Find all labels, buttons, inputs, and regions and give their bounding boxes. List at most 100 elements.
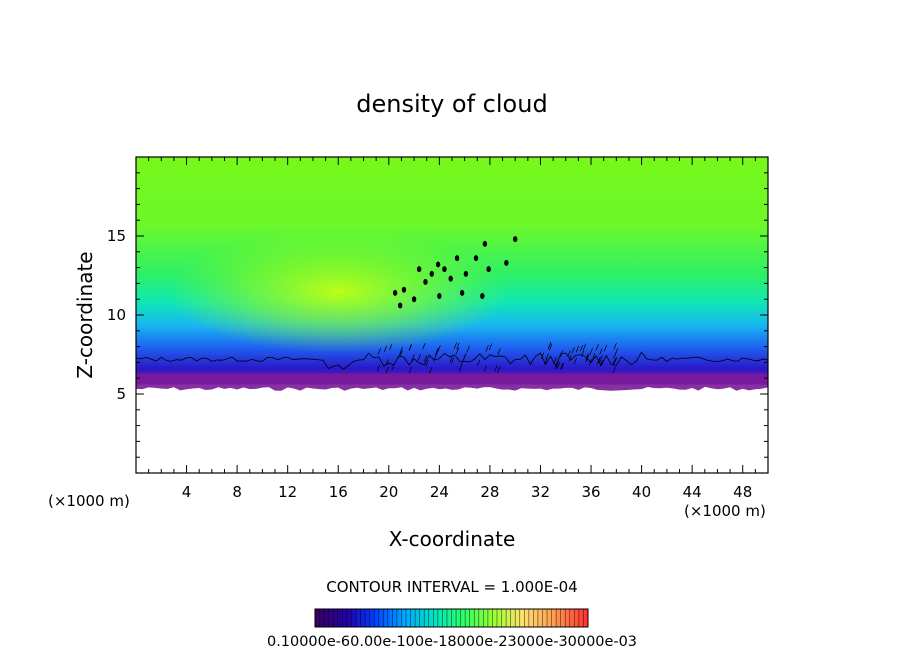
turbulence-contour	[613, 342, 617, 350]
turbulence-contour	[455, 347, 459, 355]
density-field	[136, 157, 768, 391]
x-unit-label-right: (×1000 m)	[684, 502, 766, 520]
x-unit-label-left: (×1000 m)	[48, 492, 130, 510]
turbulence-contour	[417, 353, 421, 361]
x-tick-label: 40	[632, 483, 651, 501]
x-tick-label: 48	[733, 483, 752, 501]
turbulence-contour	[599, 347, 603, 355]
turbulence-contour	[458, 365, 462, 372]
turbulence-contour	[466, 345, 470, 353]
colorbar	[314, 608, 589, 628]
cloud-core	[168, 229, 509, 354]
turbulence-contour	[595, 343, 599, 351]
contour-island	[480, 293, 485, 300]
turbulence-contour	[385, 366, 389, 374]
colorbar-segments	[319, 609, 584, 627]
turbulence-contour	[408, 343, 412, 351]
turbulence-contour	[561, 362, 565, 370]
x-tick-label: 44	[683, 483, 702, 501]
contour-island	[401, 286, 407, 293]
contour-island	[435, 261, 441, 268]
contour-island	[392, 289, 398, 296]
turbulence-contour	[383, 345, 388, 353]
turbulence-contour	[399, 346, 403, 354]
turbulence-contour	[488, 343, 493, 350]
contour-island	[416, 266, 422, 273]
turbulence-contour	[575, 345, 580, 353]
turbulence-contour	[599, 355, 603, 362]
contour-island	[429, 270, 434, 277]
turbulence-contour	[423, 354, 428, 362]
turbulence-contour	[545, 353, 549, 360]
turbulence-contour	[540, 352, 545, 360]
turbulence-contour	[612, 358, 616, 365]
x-tick-label: 8	[232, 483, 242, 501]
turbulence-contour	[586, 354, 590, 361]
colorbar-labels: 0.10000e-60.00e-100e-18000e-23000e-30000…	[267, 634, 637, 650]
turbulence-contour	[588, 359, 593, 366]
turbulence-contour	[399, 349, 403, 357]
contour-interval-text: CONTOUR INTERVAL = 1.000E-04	[326, 578, 577, 596]
turbulence-contour	[582, 343, 587, 351]
contour-island	[486, 266, 491, 273]
turbulence-contour	[599, 359, 604, 367]
turbulence-contour	[581, 350, 585, 357]
turbulence-contour	[435, 349, 439, 356]
turbulence-contour	[449, 355, 453, 363]
turbulence-contour	[596, 358, 600, 365]
x-axis-title: X-coordinate	[389, 527, 516, 551]
x-tick-label: 32	[531, 483, 550, 501]
turbulence-contour	[408, 366, 412, 374]
y-tick-label: 15	[107, 227, 126, 245]
turbulence-contour	[453, 342, 458, 349]
turbulence-contour	[494, 365, 498, 372]
turbulence-contour	[555, 362, 559, 370]
contour-island	[442, 266, 447, 273]
y-axis-ticks: 5 10 15	[107, 172, 768, 458]
x-tick-label: 24	[430, 483, 449, 501]
chart-title: density of cloud	[356, 90, 547, 118]
turbulence-contour	[555, 360, 559, 368]
turbulence-contour	[553, 357, 557, 364]
contour-island	[459, 289, 465, 296]
turbulence-contour	[477, 359, 481, 367]
turbulence-contour	[549, 343, 553, 351]
contour-island	[482, 240, 488, 247]
x-tick-label: 20	[379, 483, 398, 501]
turbulence-contour	[497, 366, 501, 374]
turbulence-contour	[612, 366, 616, 374]
turbulence-contour	[483, 365, 487, 372]
turbulence-contour	[389, 343, 393, 351]
turbulence-contour	[567, 350, 571, 357]
turbulence-contour	[573, 357, 577, 365]
turbulence-contour	[435, 348, 439, 355]
turbulence-contour	[568, 354, 572, 362]
turbulence-contour	[571, 347, 575, 354]
x-tick-label: 28	[480, 483, 499, 501]
turbulence-contour	[460, 359, 464, 367]
turbulence-contour	[456, 342, 460, 350]
turbulence-contour	[613, 357, 618, 364]
contour-island	[423, 278, 428, 285]
x-axis-ticks: 4 8 12 16 20 24 28 32 36 40 44 48	[148, 157, 756, 501]
cloud-base-contour	[136, 351, 768, 371]
turbulence-contour	[589, 348, 593, 355]
y-axis-title: Z-coordinate	[73, 251, 97, 378]
y-tick-label: 5	[116, 385, 126, 403]
contour-island	[473, 255, 479, 262]
turbulence-contour	[485, 345, 489, 352]
turbulence-contour	[411, 354, 415, 361]
cloud-base-fringe	[136, 373, 768, 391]
turbulence-contour	[559, 350, 564, 358]
turbulence-contour	[560, 363, 564, 370]
x-tick-label: 36	[581, 483, 600, 501]
contour-island	[463, 270, 469, 277]
turbulence-contour	[376, 365, 380, 372]
contour-island	[513, 236, 518, 243]
contour-island	[454, 255, 460, 262]
contour-island	[397, 302, 403, 309]
turbulence-contour	[451, 357, 455, 364]
turbulence-contour	[548, 342, 552, 349]
x-tick-label: 16	[329, 483, 348, 501]
